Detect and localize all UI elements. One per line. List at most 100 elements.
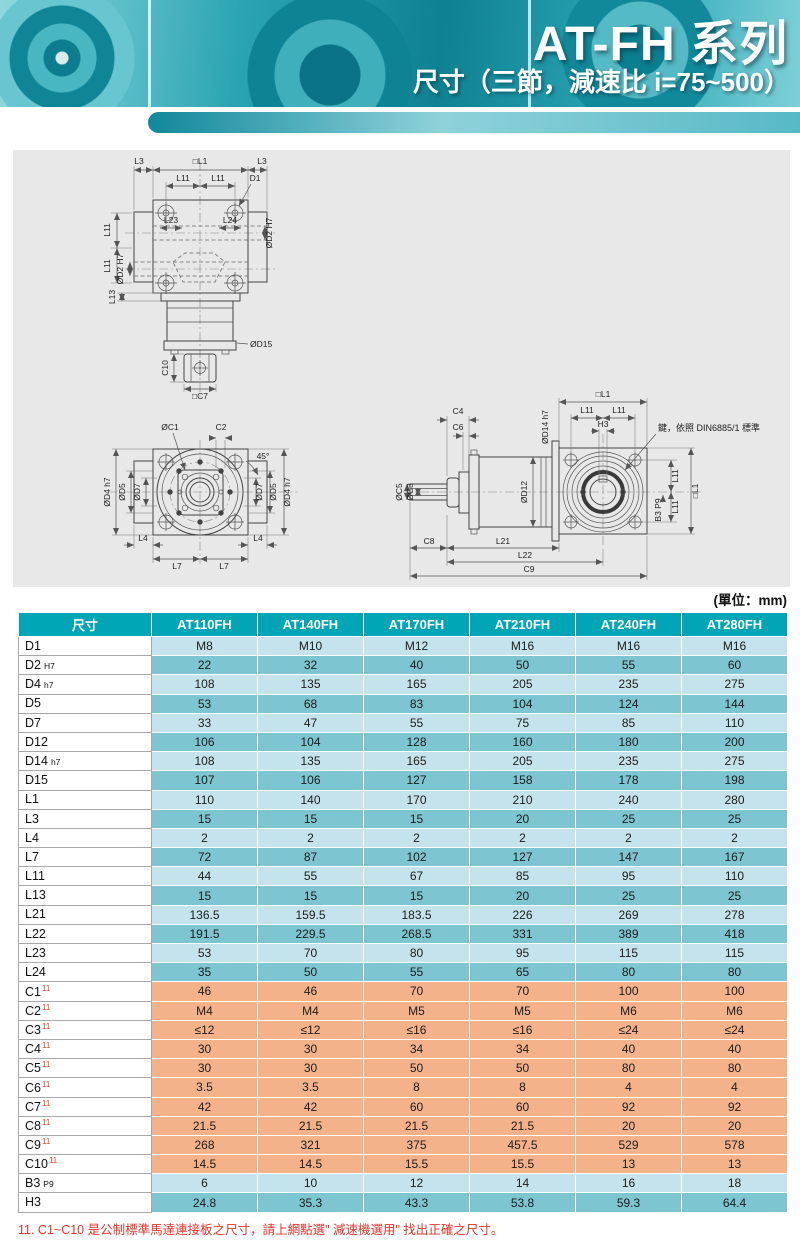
- dimension-value: 15: [151, 885, 258, 906]
- dimension-value: 20: [575, 1115, 682, 1136]
- dimension-value: M8: [151, 635, 258, 657]
- dim-label: L11: [211, 173, 225, 183]
- technical-drawings: L3 □L1 L3 L11 L11 D1 L23 L24 L11 L11 ØD2…: [102, 156, 760, 580]
- dim-label: ØD14 h7: [540, 410, 550, 444]
- dim-label: 45°: [257, 451, 270, 461]
- dimension-value: 21.5: [257, 1115, 364, 1136]
- dim-label: L11: [670, 469, 680, 483]
- table-row: D4 h7 108 135 165 205 235 275: [18, 674, 788, 695]
- dimension-value: M6: [575, 1000, 682, 1021]
- dimension-value: 529: [575, 1134, 682, 1156]
- dimension-value: 30: [257, 1058, 364, 1079]
- row-label: C311: [18, 1019, 152, 1040]
- header-swoosh: [148, 112, 800, 133]
- photo-divider: [528, 0, 531, 107]
- dimension-value: 67: [363, 866, 470, 887]
- dimension-value: 102: [363, 847, 470, 868]
- dimension-value: 183.5: [363, 904, 470, 925]
- table-row: L13 15 15 15 20 25 25: [18, 885, 788, 906]
- row-label: D12: [18, 731, 152, 753]
- dimension-value: 10: [257, 1173, 364, 1194]
- dim-label: L11: [612, 405, 626, 415]
- dimension-value: 4: [575, 1077, 682, 1098]
- dimension-value: 275: [681, 674, 788, 695]
- dimension-value: 20: [469, 808, 576, 829]
- dimension-value: 110: [681, 866, 788, 887]
- dim-label: ØD7: [132, 483, 142, 501]
- dimension-value: 268: [151, 1134, 258, 1156]
- dimension-value: 321: [257, 1134, 364, 1156]
- dimension-value: 2: [575, 827, 682, 849]
- dimension-value: 15: [257, 808, 364, 829]
- dimension-value: 160: [469, 731, 576, 753]
- dimension-value: 47: [257, 712, 364, 733]
- row-label: C811: [18, 1115, 152, 1136]
- dimension-value: 278: [681, 904, 788, 925]
- dim-label: □L1: [690, 483, 700, 498]
- dimension-value: 55: [257, 866, 364, 887]
- dimension-value: 15.5: [363, 1154, 470, 1175]
- dimension-value: 35.3: [257, 1192, 364, 1213]
- dimension-value: 205: [469, 751, 576, 772]
- dimension-value: 2: [151, 827, 258, 849]
- dimension-value: ≤12: [151, 1019, 258, 1040]
- dimension-value: 165: [363, 674, 470, 695]
- dimension-value: 140: [257, 789, 364, 810]
- row-label: C611: [18, 1077, 152, 1098]
- dimension-value: 275: [681, 751, 788, 772]
- dimension-value: 34: [363, 1038, 470, 1060]
- dimension-value: 389: [575, 923, 682, 945]
- dimension-value: 75: [469, 712, 576, 733]
- dimension-value: 68: [257, 693, 364, 714]
- dimension-value: 15: [363, 808, 470, 829]
- dimension-value: 115: [681, 942, 788, 964]
- unit-note: (單位：mm): [713, 593, 788, 608]
- dimension-value: 53.8: [469, 1192, 576, 1213]
- dimension-value: 55: [575, 655, 682, 676]
- dimension-value: 50: [469, 655, 576, 676]
- drawings-panel: L3 □L1 L3 L11 L11 D1 L23 L24 L11 L11 ØD2…: [13, 150, 790, 587]
- dimension-value: 95: [469, 942, 576, 964]
- dimension-value: 85: [469, 866, 576, 887]
- table-row: C411 30 30 34 34 40 40: [18, 1038, 788, 1060]
- table-row: L21 136.5 159.5 183.5 226 269 278: [18, 904, 788, 925]
- dim-label: ØD5: [117, 483, 127, 501]
- dimension-value: 268.5: [363, 923, 470, 945]
- dimension-value: 170: [363, 789, 470, 810]
- dimension-value: 59.3: [575, 1192, 682, 1213]
- row-label: L13: [18, 885, 152, 906]
- dim-label: ØD4 h7: [282, 477, 292, 507]
- dimension-value: 72: [151, 847, 258, 868]
- dim-label: L11: [670, 500, 680, 514]
- table-header-row: 尺寸 AT110FH AT140FH AT170FH AT210FH AT240…: [18, 612, 788, 637]
- dimension-value: 46: [151, 981, 258, 1002]
- dimension-value: 22: [151, 655, 258, 676]
- dimension-value: 40: [363, 655, 470, 676]
- dimension-value: 578: [681, 1134, 788, 1156]
- dimension-value: 158: [469, 770, 576, 791]
- dimension-value: 280: [681, 789, 788, 810]
- dimension-value: 375: [363, 1134, 470, 1156]
- dim-label: ØC1: [161, 422, 179, 432]
- row-label: C711: [18, 1096, 152, 1117]
- table-row: C111 46 46 70 70 100 100: [18, 981, 788, 1002]
- row-label: L23: [18, 942, 152, 964]
- dim-label: L11: [580, 405, 594, 415]
- dimension-value: 15: [363, 885, 470, 906]
- dimension-value: 53: [151, 693, 258, 714]
- dim-label: B3 P9: [653, 498, 663, 521]
- dimension-value: 178: [575, 770, 682, 791]
- dim-label: □L1: [596, 389, 611, 399]
- dimension-value: 64.4: [681, 1192, 788, 1213]
- table-row: L4 2 2 2 2 2 2: [18, 827, 788, 849]
- row-label: C1011: [18, 1154, 152, 1175]
- table-row: H3 24.8 35.3 43.3 53.8 59.3 64.4: [18, 1192, 788, 1213]
- dim-label: L11: [102, 223, 112, 237]
- dimension-value: 106: [257, 770, 364, 791]
- dim-label: ØD2 H7: [264, 217, 274, 248]
- dimension-value: 65: [469, 962, 576, 983]
- table-row: D7 33 47 55 75 85 110: [18, 712, 788, 733]
- dimension-value: 30: [257, 1038, 364, 1060]
- dimension-value: 15: [151, 808, 258, 829]
- dimension-value: M4: [257, 1000, 364, 1021]
